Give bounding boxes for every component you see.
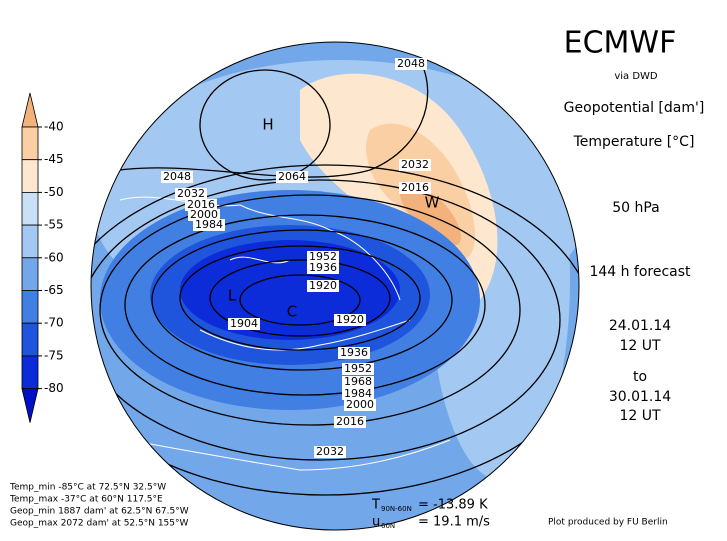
contour-label: 1984 [344,387,372,400]
contour-label-box [175,188,207,200]
colorbar-label: -60 [44,250,64,264]
source: via DWD [614,71,658,82]
contour-label: 2032 [316,445,344,458]
diag-symbol: u [372,515,380,530]
colorbar-band [21,355,39,389]
contour-label: 2016 [401,181,429,194]
stat-line: Temp_min -85°C at 72.5°N 32.5°W [9,483,166,493]
contour-label-box [307,262,339,274]
colorbar-label: -50 [44,185,64,199]
stat-line: Temp_max -37°C at 60°N 117.5°E [9,495,163,505]
contour-label-box [228,318,260,330]
diag-symbol: T [371,498,380,513]
contour-label-box [334,416,366,428]
contour-label-box [399,182,431,194]
colorbar-label: -75 [44,348,64,362]
diag-value: = -13.89 K [418,498,488,513]
contour-label: 1920 [336,313,364,326]
to: to [633,369,647,385]
colorbar-band [21,224,39,259]
colorbar-band [21,126,39,161]
colorbar-arrow [21,92,39,128]
contour-label-box [188,209,220,221]
contour-label-box [161,171,193,183]
colorbar-band [21,322,39,357]
contour-label-box [342,363,374,375]
colorbar-label: -40 [44,120,64,134]
contour-label: 1936 [309,261,337,274]
contour-label: 2048 [397,57,425,70]
contour-label-box [338,347,370,359]
contour-label-box [334,314,366,326]
colorbar-band [21,257,39,291]
contour-label: 1920 [309,279,337,292]
contour-label: 1904 [230,317,258,330]
colorbar-label: -65 [44,283,64,297]
stat-line: Geop_max 2072 dam' at 52.5°N 155°W [10,519,189,529]
valid-time: 12 UT [619,408,661,424]
contour-label: 2064 [278,170,306,183]
diag-value: = 19.1 m/s [418,515,490,530]
contour-label-box [314,446,346,458]
diag-sub: 60N [381,522,395,530]
contour-label-box [307,280,339,292]
colorbar-label: -70 [44,316,64,330]
pressure-marker: C [287,303,297,321]
field: Geopotential [dam'] [564,100,705,116]
contour-label-box [307,251,339,263]
colorbar-band [21,290,39,324]
forecast: 144 h forecast [589,264,691,280]
contour-label: 1984 [195,218,223,231]
contour-label: 2000 [190,208,218,221]
colorbar-band [21,159,39,193]
contour-label-box [342,388,374,400]
pressure-marker: H [262,116,273,134]
contour-label-box [395,58,427,70]
contour-label-box [342,376,374,388]
colorbar-label: -80 [44,381,64,395]
contour-label: 2032 [401,158,429,171]
contour-label: 2016 [187,198,215,211]
colorbar-label: -45 [44,152,64,166]
contour-label: 1952 [309,250,337,263]
contour-label: 1968 [344,375,372,388]
credit: Plot produced by FU Berlin [548,518,668,528]
contour-label: 2048 [163,170,191,183]
init-date: 24.01.14 [609,318,671,334]
map-fields [91,42,579,530]
pressure-marker: W [425,194,440,212]
pressure-marker: L [228,287,237,305]
map-border [90,41,580,531]
stat-line: Geop_min 1887 dam' at 62.5°N 67.5°W [10,507,189,517]
contours [91,59,579,496]
contour-label: 2032 [177,187,205,200]
diag-sub: 90N-60N [381,505,412,513]
contour-label: 2000 [346,398,374,411]
contour-label: 1936 [340,346,368,359]
contour-label-box [193,219,225,231]
contour-label-box [276,171,308,183]
contour-label-box [344,399,376,411]
colorbar-band [21,191,39,226]
contour-label: 2016 [336,415,364,428]
temp-area [399,187,461,246]
title: ECMWF [564,26,677,61]
field: Temperature [°C] [573,134,695,150]
contour-label: 1952 [344,362,372,375]
contour-label-box [399,159,431,171]
contour-label-box [185,199,217,211]
colorbar-arrow [21,388,39,423]
colorbar-label: -55 [44,218,64,232]
valid-date: 30.01.14 [609,389,671,405]
init-time: 12 UT [619,338,661,354]
level: 50 hPa [612,200,660,216]
